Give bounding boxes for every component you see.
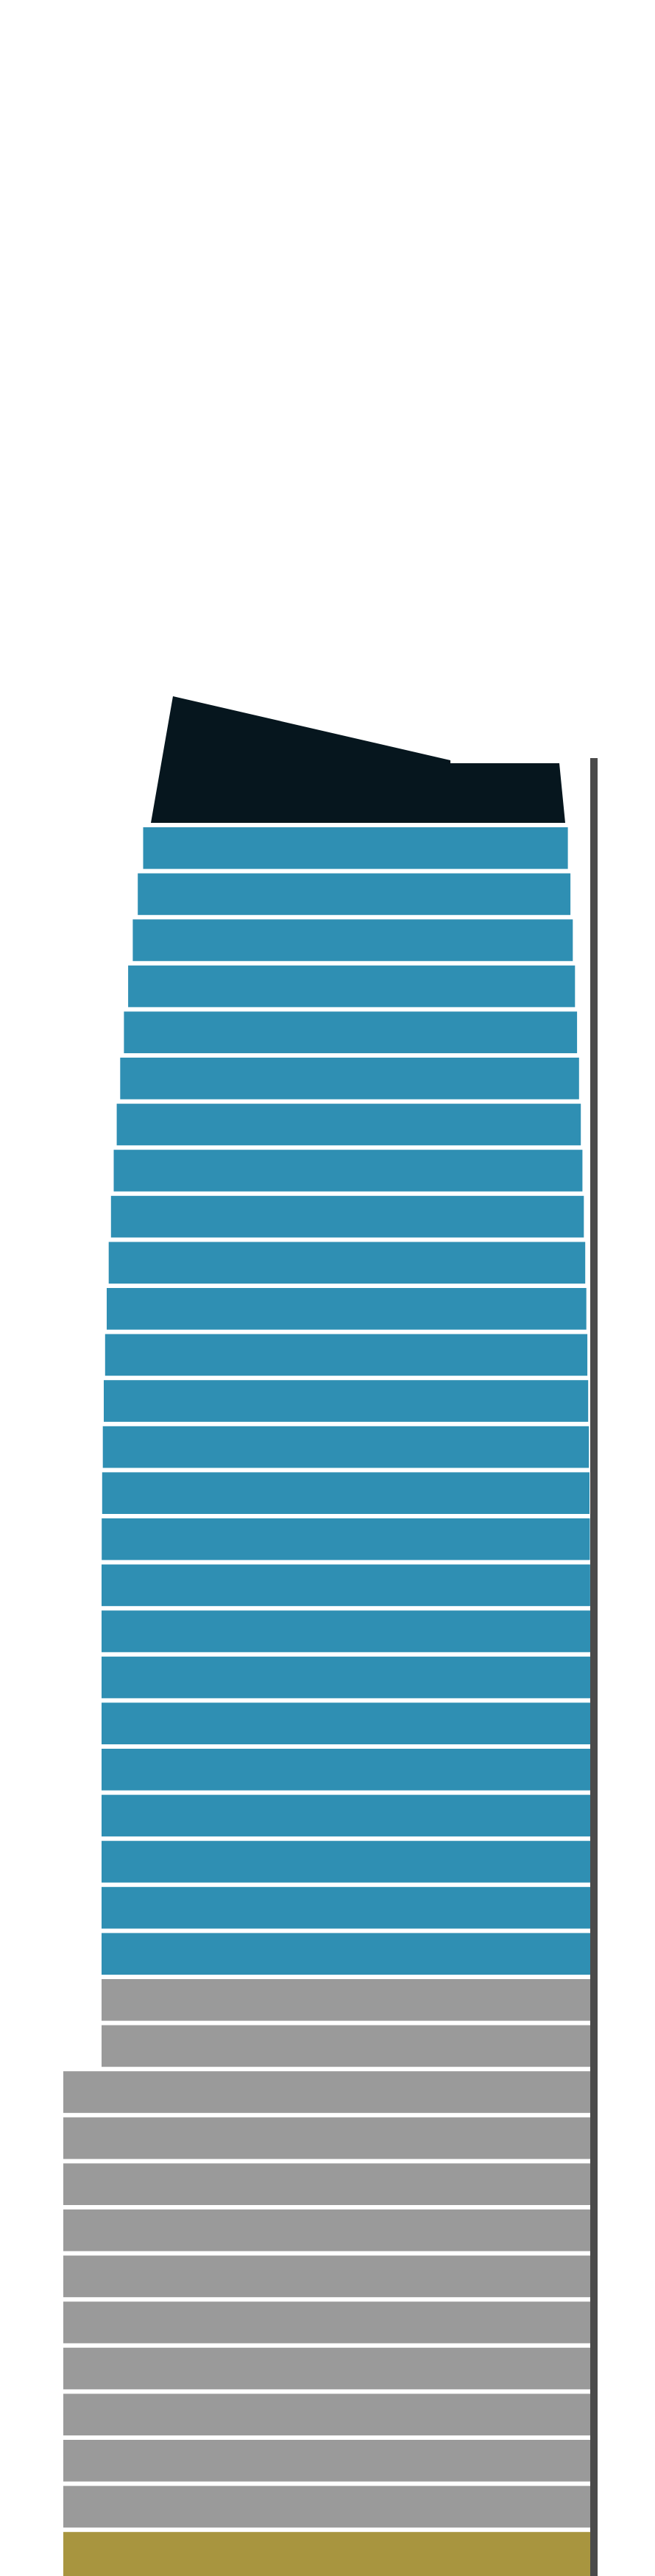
glass-floor [102,1564,590,1607]
glass-floor [108,1242,586,1284]
glass-floor [138,873,571,916]
glass-floor [102,1656,590,1699]
right-shadow-strip [590,758,598,2576]
glass-tower-section [102,827,590,1975]
base-band [63,2532,590,2576]
podium-floor [63,2117,590,2159]
glass-floor [107,1288,587,1330]
glass-floor [132,919,573,961]
podium-floor [63,2301,590,2343]
podium-floor [63,2440,590,2482]
glass-floor [120,1058,579,1100]
podium-floor [63,2485,590,2528]
glass-floor [105,1334,588,1376]
glass-floor [128,965,576,1008]
upper-podium-section [102,1979,590,2067]
podium-floor [63,2393,590,2435]
glass-floor [102,1610,590,1652]
glass-floor [102,1886,590,1929]
podium-floor [63,2347,590,2390]
glass-floor [102,1794,590,1837]
glass-floor [104,1380,589,1422]
glass-floor [102,1702,590,1744]
podium-floor [102,1979,590,2021]
glass-floor [143,827,568,869]
glass-floor [110,1195,584,1238]
podium-floor [63,2255,590,2298]
glass-floor [102,1841,590,1883]
podium-floor [102,2025,590,2067]
glass-floor [102,1426,590,1468]
crown-section [151,696,565,823]
glass-floor [102,1518,590,1560]
podium-floor [63,2163,590,2205]
glass-floor [102,1749,590,1791]
building-shadow [590,758,598,2576]
lower-podium-section [63,2071,590,2528]
glass-floor [113,1150,583,1192]
glass-floor [116,1103,581,1146]
glass-floor [102,1933,590,1975]
podium-floor [63,2071,590,2113]
glass-floor [102,1472,590,1514]
base-section [63,2532,590,2576]
podium-floor [63,2209,590,2251]
glass-floor [124,1011,578,1053]
crown-roof [151,696,565,823]
